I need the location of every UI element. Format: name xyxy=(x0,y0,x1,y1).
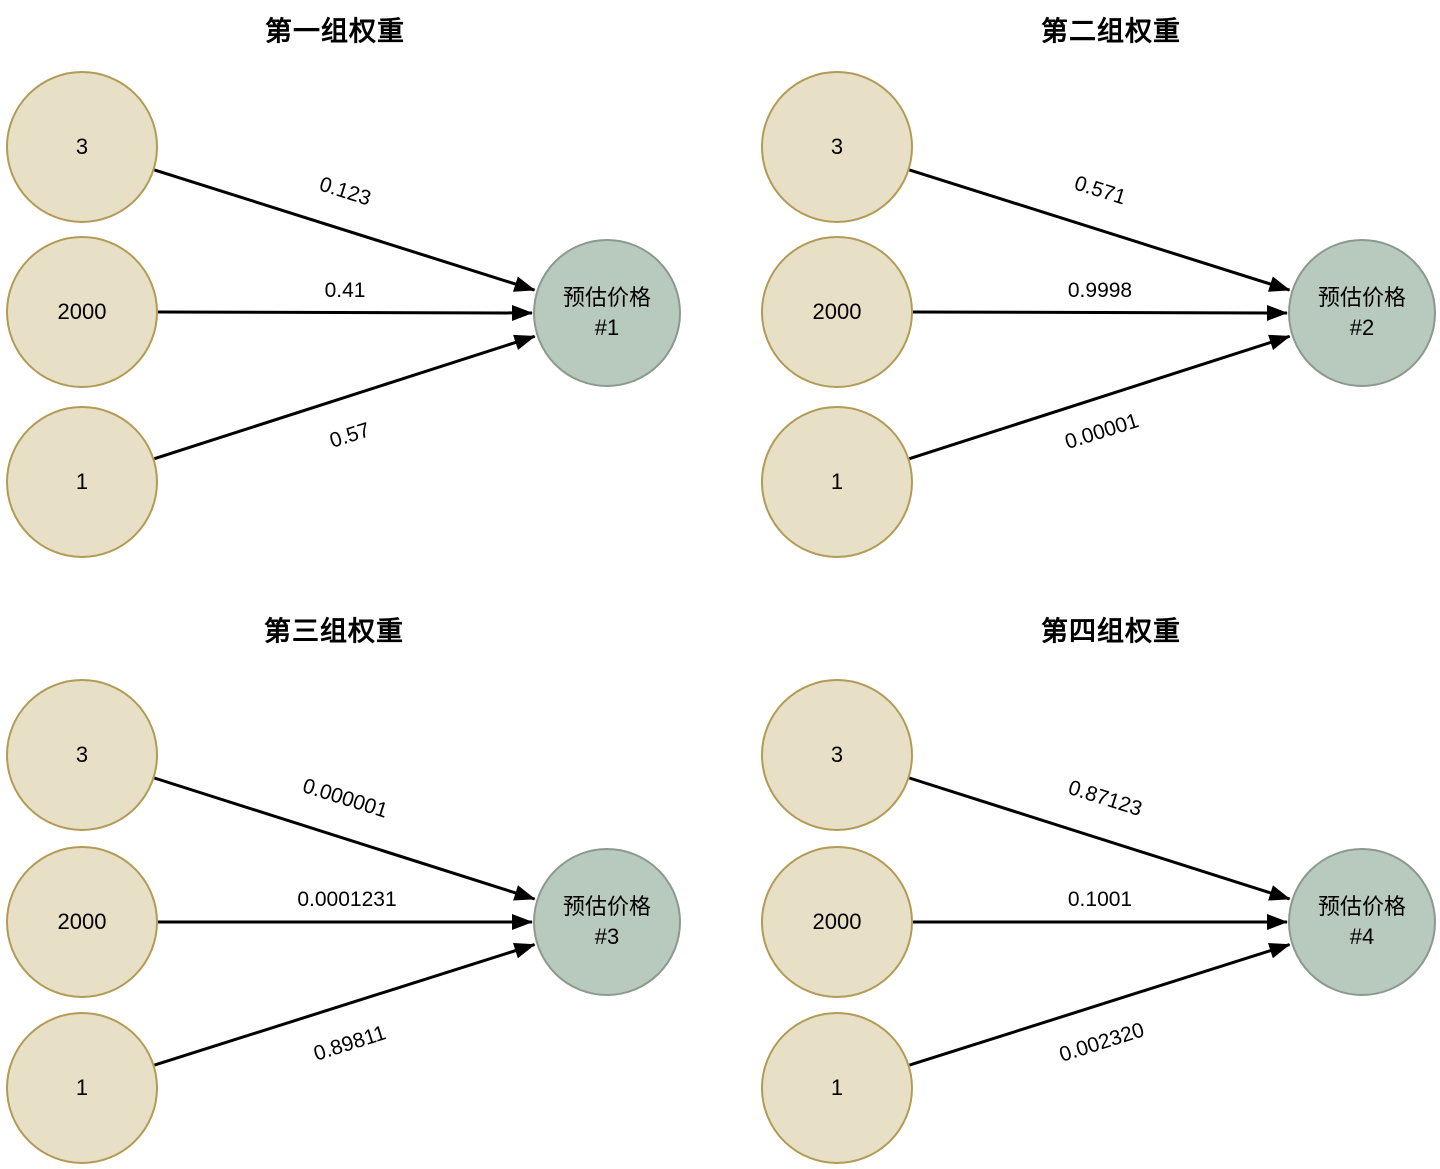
input-node: 1 xyxy=(6,1012,158,1164)
input-node: 3 xyxy=(6,71,158,223)
weight-label: 0.000001 xyxy=(299,774,391,823)
output-node: 预估价格 #3 xyxy=(533,848,681,996)
input-node-label: 2000 xyxy=(57,299,107,324)
input-node-label: 1 xyxy=(830,1075,844,1100)
weight-arrow xyxy=(912,304,1288,321)
group-title-2: 第二组权重 xyxy=(1041,16,1181,47)
output-node: 预估价格 #1 xyxy=(533,239,681,387)
input-node-label: 1 xyxy=(75,1075,89,1100)
output-node: 预估价格 #4 xyxy=(1288,848,1436,996)
weight-label: 0.89811 xyxy=(310,1021,389,1066)
output-node-label: 预估价格 #3 xyxy=(562,894,651,949)
group-title-3: 第三组权重 xyxy=(264,616,404,647)
input-node-label: 3 xyxy=(75,134,89,159)
input-node: 2000 xyxy=(761,846,913,998)
input-node-label: 1 xyxy=(75,469,89,494)
input-node: 3 xyxy=(761,679,913,831)
input-node: 2000 xyxy=(6,846,158,998)
output-node-label: 预估价格 #4 xyxy=(1317,894,1406,949)
weight-label: 0.571 xyxy=(1071,171,1129,210)
output-node-label: 预估价格 #2 xyxy=(1317,285,1406,340)
input-node-label: 3 xyxy=(830,134,844,159)
weight-label: 0.0001231 xyxy=(297,888,397,911)
input-node-label: 2000 xyxy=(812,299,862,324)
output-node: 预估价格 #2 xyxy=(1288,239,1436,387)
input-node: 2000 xyxy=(6,236,158,388)
input-node: 3 xyxy=(761,71,913,223)
output-node-label: 预估价格 #1 xyxy=(562,285,651,340)
input-node: 3 xyxy=(6,679,158,831)
input-node: 1 xyxy=(761,406,913,558)
input-node: 1 xyxy=(761,1012,913,1164)
weight-label: 0.9998 xyxy=(1067,279,1133,302)
input-node-label: 2000 xyxy=(57,909,107,934)
weight-label: 0.1001 xyxy=(1067,888,1133,911)
weight-label: 0.57 xyxy=(326,418,373,453)
weight-arrow xyxy=(157,304,533,321)
group-title-1: 第一组权重 xyxy=(265,16,405,47)
input-node: 1 xyxy=(6,406,158,558)
input-node-label: 2000 xyxy=(812,909,862,934)
weight-label: 0.002320 xyxy=(1056,1018,1148,1067)
input-node-label: 3 xyxy=(830,742,844,767)
weight-label: 0.00001 xyxy=(1062,409,1142,454)
weight-label: 0.123 xyxy=(316,172,374,211)
weight-label: 0.41 xyxy=(324,279,366,302)
input-node-label: 1 xyxy=(830,469,844,494)
weight-label: 0.87123 xyxy=(1065,776,1145,821)
input-node-label: 3 xyxy=(75,742,89,767)
input-node: 2000 xyxy=(761,236,913,388)
group-title-4: 第四组权重 xyxy=(1041,616,1181,647)
